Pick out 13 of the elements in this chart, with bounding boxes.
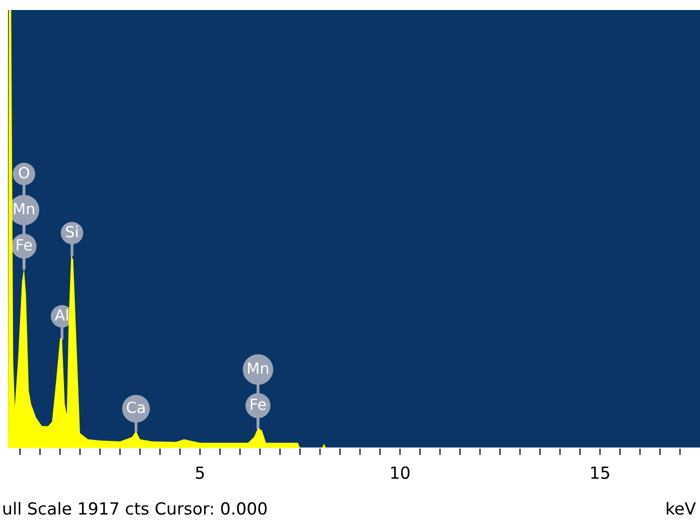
annotation: Mn (14, 203, 34, 214)
annotation: Fe (16, 239, 32, 251)
x-tick-label: 10 (391, 466, 410, 479)
x-axis-title: keV (666, 502, 696, 515)
annotation: O (18, 166, 30, 178)
text: ull Scale 1917 cts Cursor: 0.000 (3, 502, 267, 515)
x-tick-label: 15 (591, 466, 610, 479)
x-tick-label: 5 (196, 466, 204, 479)
annotation: Ca (126, 402, 145, 414)
annotation: Si (66, 226, 78, 238)
annotation: Al (54, 308, 68, 320)
annotation: Fe (250, 398, 266, 410)
annotation: Mn (248, 362, 268, 374)
